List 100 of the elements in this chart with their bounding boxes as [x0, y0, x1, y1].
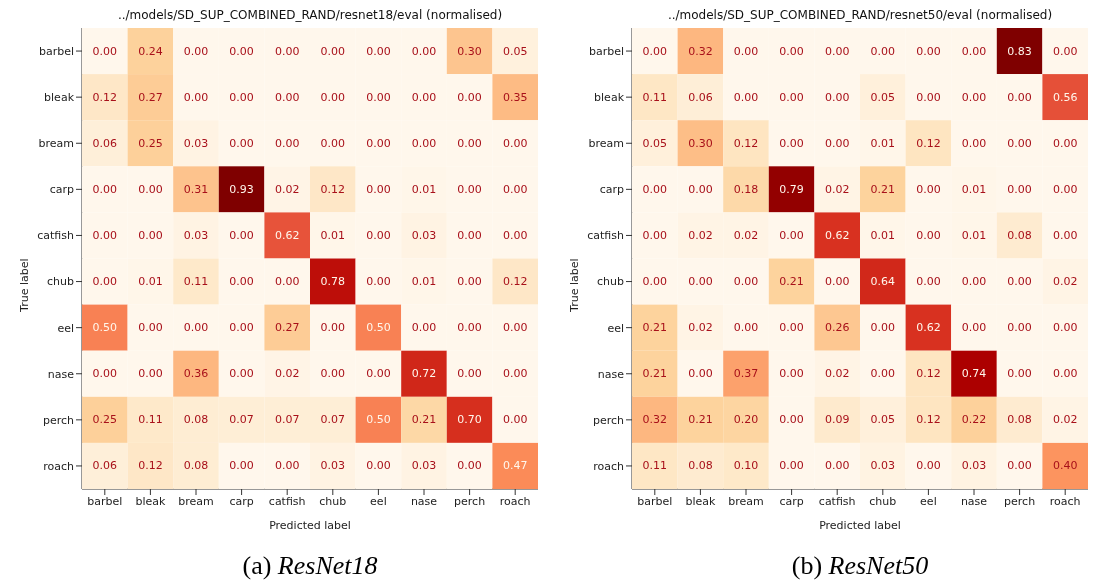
data-label: 0.00 [502, 321, 528, 335]
y-tick-label: chub [47, 275, 75, 289]
data-label: 0.00 [92, 275, 118, 289]
data-label: 0.00 [411, 90, 437, 104]
x-tick-label: bleak [685, 494, 716, 508]
x-tick-label: carp [229, 494, 254, 508]
data-label: 0.11 [642, 90, 668, 104]
y-tick-label: nase [597, 367, 625, 381]
data-label: 0.07 [274, 413, 300, 427]
data-label: 0.00 [824, 459, 850, 473]
data-label: 0.00 [688, 367, 713, 381]
data-label: 0.00 [916, 90, 941, 104]
data-label: 0.50 [366, 413, 391, 427]
data-label: 0.00 [138, 182, 163, 196]
data-label: 0.00 [229, 321, 254, 335]
data-label: 0.72 [411, 367, 437, 381]
data-label: 0.00 [688, 275, 713, 289]
data-label: 0.01 [961, 228, 987, 242]
data-label: 0.00 [1007, 367, 1032, 381]
data-label: 0.00 [457, 136, 482, 150]
data-label: 0.21 [779, 275, 804, 289]
data-label: 0.00 [366, 459, 391, 473]
data-label: 0.00 [366, 136, 391, 150]
data-label: 0.00 [274, 275, 300, 289]
data-label: 0.35 [502, 90, 528, 104]
x-tick-label: chub [319, 494, 347, 508]
data-label: 0.02 [733, 228, 759, 242]
data-label: 0.30 [457, 44, 482, 58]
data-label: 0.00 [824, 44, 850, 58]
x-tick-label: carp [779, 494, 804, 508]
data-label: 0.02 [1052, 275, 1078, 289]
data-label: 0.06 [92, 136, 118, 150]
data-label: 0.32 [688, 44, 713, 58]
data-label: 0.00 [1007, 275, 1032, 289]
data-label: 0.03 [411, 459, 437, 473]
data-label: 0.00 [457, 182, 482, 196]
data-label: 0.03 [320, 459, 346, 473]
data-label: 0.00 [229, 228, 254, 242]
data-label: 0.02 [274, 182, 300, 196]
data-label: 0.31 [183, 182, 209, 196]
data-label: 0.37 [733, 367, 759, 381]
data-label: 0.12 [502, 275, 528, 289]
data-label: 0.03 [870, 459, 896, 473]
data-label: 0.00 [1007, 459, 1032, 473]
x-tick-label: bream [178, 494, 214, 508]
data-label: 0.00 [733, 44, 759, 58]
data-label: 0.00 [92, 367, 118, 381]
data-label: 0.00 [457, 459, 482, 473]
data-label: 0.00 [733, 90, 759, 104]
x-tick-label: bream [728, 494, 764, 508]
data-label: 0.03 [183, 228, 209, 242]
data-label: 0.00 [642, 275, 668, 289]
data-label: 0.02 [824, 367, 850, 381]
data-label: 0.21 [870, 182, 896, 196]
data-label: 0.64 [870, 275, 896, 289]
data-label: 0.47 [502, 459, 528, 473]
data-label: 0.12 [916, 367, 941, 381]
x-axis-title: Predicted label [819, 519, 901, 532]
data-label: 0.21 [642, 321, 668, 335]
x-tick-label: catfish [818, 494, 856, 508]
data-label: 0.74 [961, 367, 987, 381]
data-label: 0.00 [92, 182, 118, 196]
data-label: 0.00 [411, 321, 437, 335]
y-axis-title: True label [17, 258, 31, 313]
data-label: 0.00 [366, 228, 391, 242]
data-label: 0.00 [366, 275, 391, 289]
data-label: 0.40 [1052, 459, 1078, 473]
data-label: 0.18 [733, 182, 759, 196]
data-label: 0.00 [824, 275, 850, 289]
data-label: 0.00 [274, 136, 300, 150]
data-label: 0.00 [320, 367, 346, 381]
data-label: 0.00 [183, 90, 209, 104]
y-tick-label: eel [57, 321, 74, 335]
text: (a) ResNet18 [242, 551, 378, 580]
data-label: 0.00 [870, 321, 896, 335]
x-tick-label: eel [920, 494, 937, 508]
data-label: 0.00 [688, 182, 713, 196]
text: (b) ResNet50 [791, 551, 929, 580]
data-label: 0.00 [457, 321, 482, 335]
data-label: 0.00 [916, 459, 941, 473]
data-label: 0.22 [961, 413, 987, 427]
y-tick-label: perch [42, 413, 75, 427]
data-label: 0.12 [916, 136, 941, 150]
data-label: 0.00 [916, 275, 941, 289]
data-label: 0.00 [274, 459, 300, 473]
data-label: 0.00 [916, 228, 941, 242]
chart-title: ../models/SD_SUP_COMBINED_RAND/resnet18/eval (normalised) [116, 8, 504, 22]
data-label: 0.01 [138, 275, 163, 289]
data-label: 0.00 [1052, 136, 1078, 150]
data-label: 0.36 [183, 367, 209, 381]
data-label: 0.01 [411, 275, 437, 289]
data-label: 0.00 [733, 275, 759, 289]
data-label: 0.07 [229, 413, 254, 427]
data-label: 0.25 [92, 413, 118, 427]
data-label: 0.21 [411, 413, 437, 427]
data-label: 0.03 [411, 228, 437, 242]
y-axis-title: True label [567, 258, 581, 313]
data-label: 0.00 [502, 367, 528, 381]
data-label: 0.12 [138, 459, 163, 473]
data-label: 0.00 [320, 136, 346, 150]
